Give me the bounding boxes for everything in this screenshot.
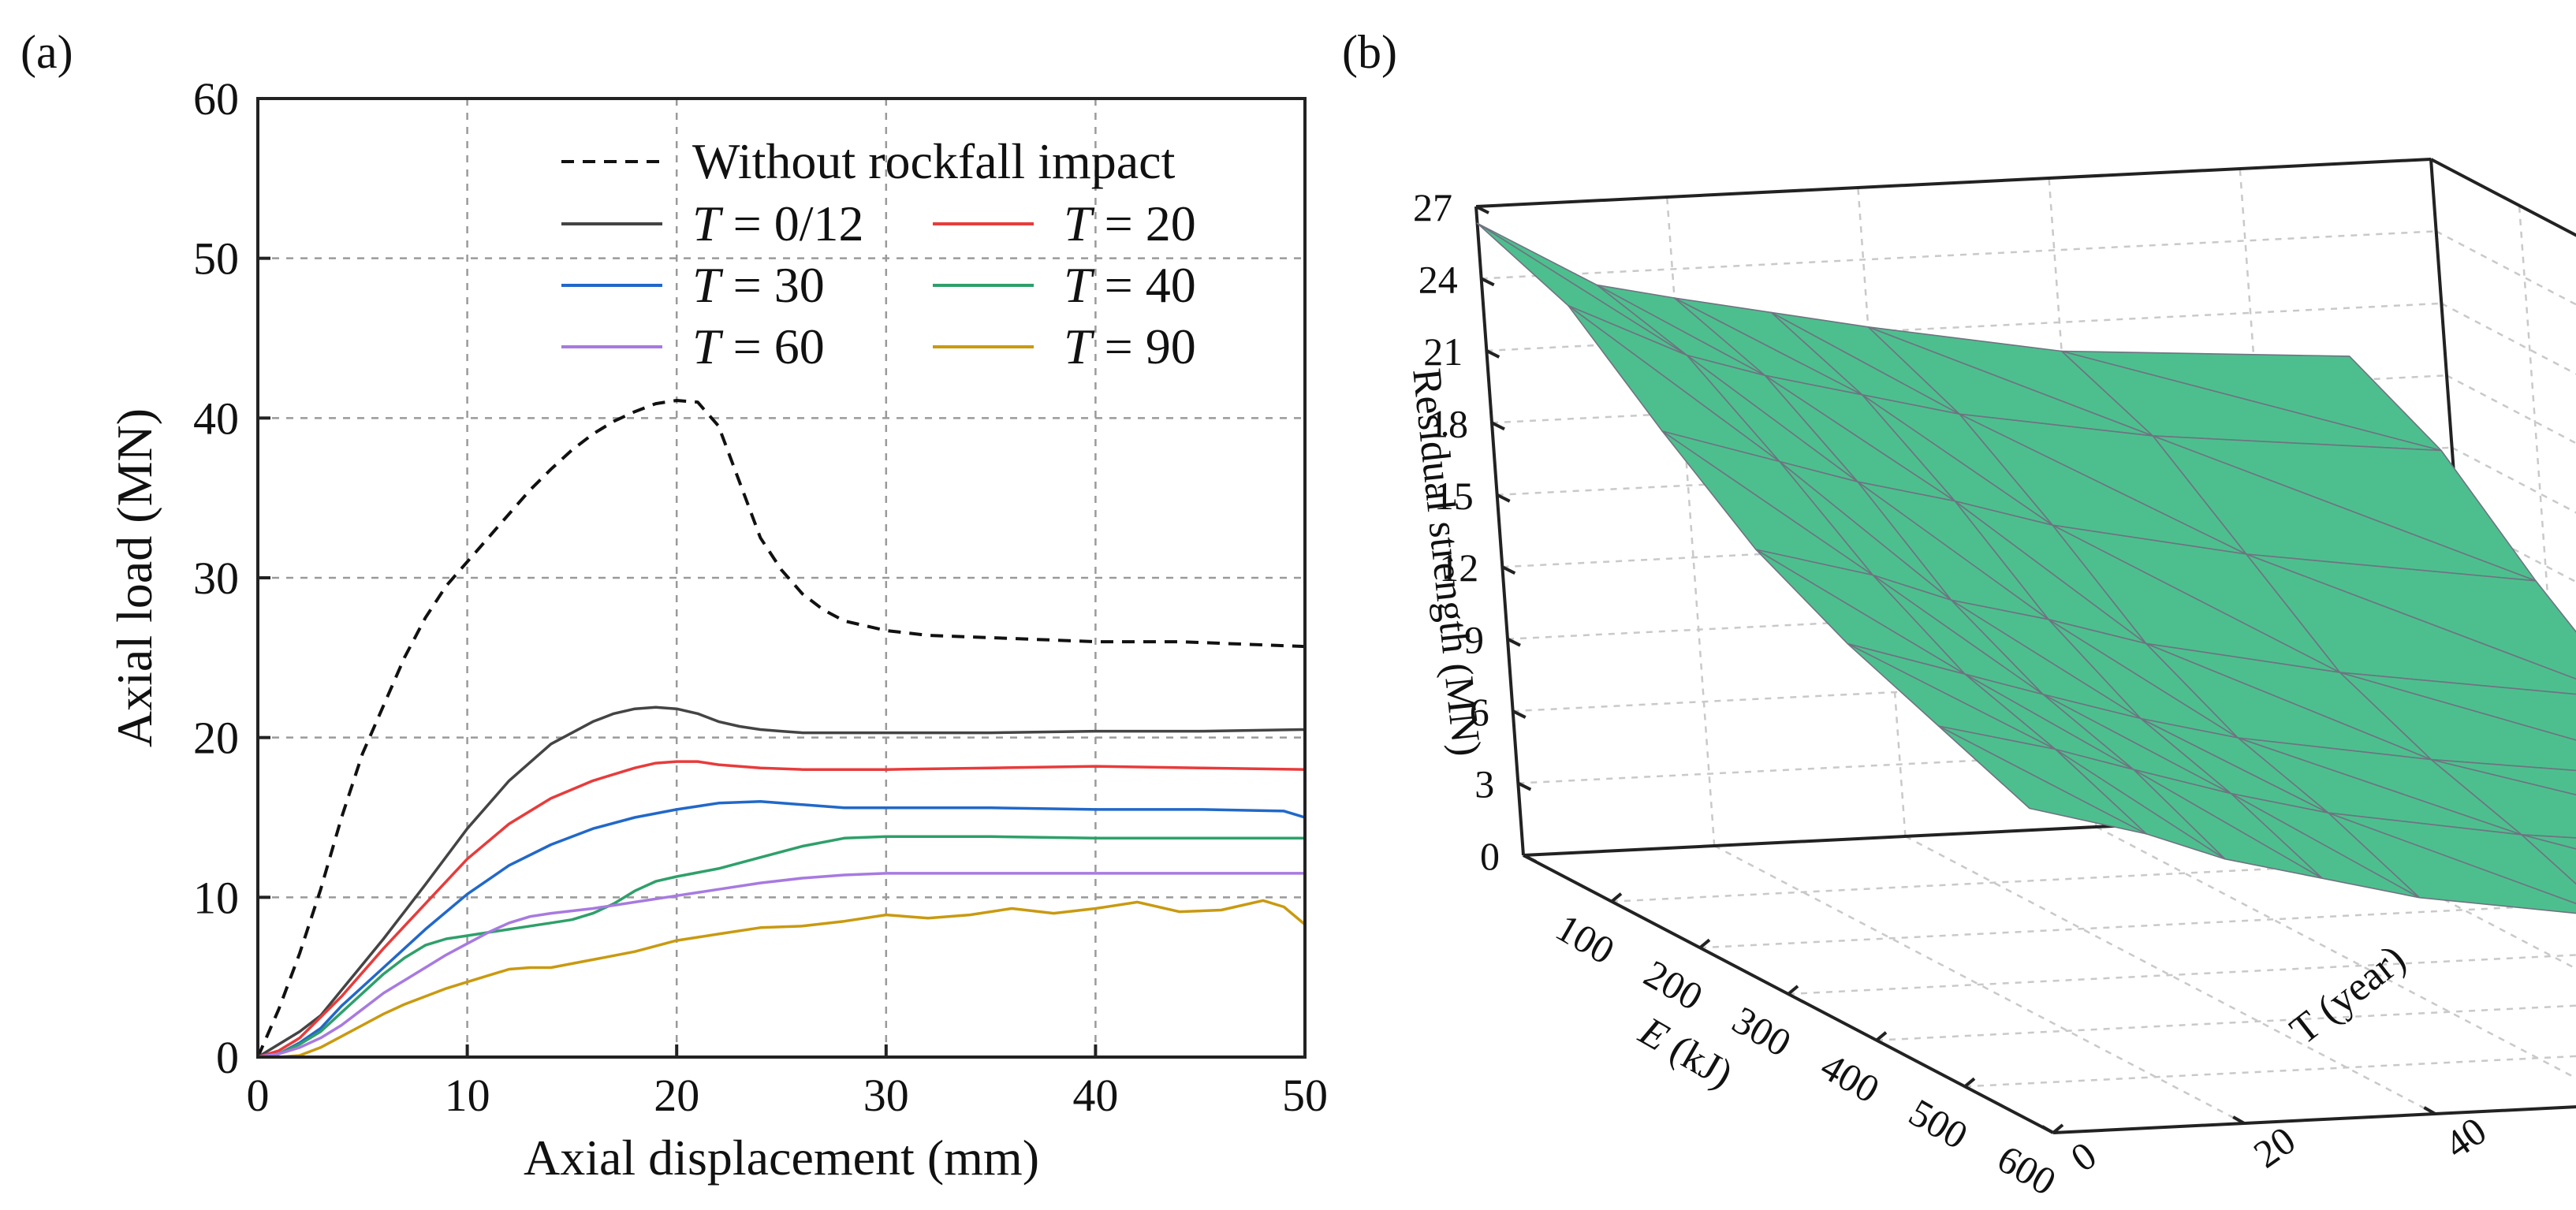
- panel-a-y-tick-label: 50: [193, 233, 239, 285]
- panel-a-x-tick-label: 30: [863, 1070, 909, 1121]
- legend-label-t60: T = 60: [692, 318, 825, 374]
- panel-b-z-tick-label: 9: [1464, 618, 1484, 662]
- panel-a-x-tick-label: 50: [1282, 1070, 1328, 1121]
- panel-b-t-tick: [2423, 1106, 2436, 1115]
- panel-b-z-tick-label: 21: [1423, 329, 1463, 374]
- panel-b-x-tick: [1610, 892, 1623, 903]
- series-line-t90: [258, 899, 1307, 1059]
- panel-b-box-edge: [1474, 206, 1525, 856]
- panel-a-label: (a): [21, 26, 73, 78]
- panel-b-grid-line: [1964, 1055, 2576, 1088]
- panel-b-z-tick: [1507, 637, 1521, 647]
- panel-b-t-axis-line: [2052, 1105, 2576, 1134]
- legend-label-norock: Without rockfall impact: [692, 133, 1176, 189]
- panel-a-y-tick-label: 0: [216, 1032, 239, 1083]
- panel-b-x-tick: [2052, 1123, 2064, 1134]
- legend-label-t20: T = 20: [1064, 195, 1196, 251]
- panel-b-t-tick: [2232, 1115, 2246, 1125]
- series-line-t20: [257, 760, 1306, 1059]
- panel-b-z-tick-label: 0: [1480, 834, 1500, 878]
- series-line-t40: [257, 835, 1305, 1059]
- panel-b-z-tick-label: 3: [1474, 762, 1494, 806]
- legend-label-t0: T = 0/12: [692, 195, 863, 251]
- panel-b-z-tick: [1491, 421, 1505, 431]
- panel-b-box-edge: [2430, 158, 2576, 237]
- panel-b-z-tick: [1486, 349, 1500, 359]
- panel-b-t-tick-label: 20: [2246, 1118, 2303, 1177]
- panel-b-x-tick: [1875, 1031, 1888, 1042]
- panel-b-z-tick-label: 12: [1439, 545, 1478, 590]
- panel-b-z-tick: [1517, 781, 1532, 791]
- panel-b-grid-line: [1788, 954, 2576, 996]
- series-line-t60: [257, 872, 1305, 1059]
- panel-b-x-tick: [1698, 938, 1711, 949]
- panel-b-z-tick: [1501, 565, 1516, 575]
- panel-a-x-tick-label: 0: [247, 1070, 270, 1121]
- panel-b-x-tick-label: 500: [1902, 1090, 1975, 1158]
- panel-b-box-edge: [1475, 158, 2432, 208]
- surface-facet: [1476, 222, 1688, 356]
- panel-b-z-tick: [1496, 493, 1511, 503]
- panel-b-z-tick: [1512, 709, 1527, 719]
- panel-b-surface: [1476, 222, 2576, 914]
- panel-b-z-tick-label: 27: [1413, 185, 1452, 229]
- panel-b-x-tick-label: 100: [1549, 905, 1622, 973]
- panel-b-x-tick-label: 600: [1990, 1136, 2063, 1204]
- panel-b-z-tick-label: 15: [1434, 474, 1474, 518]
- panel-a-x-tick-label: 40: [1072, 1070, 1118, 1121]
- panel-b-x-tick: [1787, 985, 1799, 996]
- panel-a-legend: Without rockfall impact T = 0/12 T = 20 T =…: [561, 133, 1196, 374]
- legend-label-t30: T = 30: [692, 257, 825, 313]
- panel-b-x-tick-label: 400: [1814, 1044, 1887, 1111]
- panel-a-grid: [258, 99, 1305, 1057]
- panel-a-y-tick-label: 10: [193, 872, 239, 923]
- panel-a-x-tick-label: 10: [445, 1070, 490, 1121]
- panel-b-z-tick: [1480, 277, 1495, 287]
- panel-b-t-tick: [2041, 1125, 2054, 1134]
- panel-a-y-tick-label: 30: [193, 553, 239, 604]
- panel-a-x-axis-label: Axial displacement (mm): [524, 1130, 1039, 1186]
- panel-b-z-tick-label: 6: [1470, 690, 1489, 734]
- panel-b-z-tick-label: 24: [1418, 257, 1458, 301]
- panel-b-grid-line: [1486, 302, 2442, 352]
- series-line-norock: [256, 399, 1306, 1058]
- panel-b-x-tick-label: 200: [1637, 951, 1710, 1019]
- panel-b-grid-line: [1481, 230, 2436, 280]
- panel-b-z-tick: [1475, 205, 1489, 214]
- panel-a-y-tick-label: 60: [193, 73, 239, 125]
- panel-a-ticks: 0 10 20 30 40 50 0 10 20 30 40 50 60: [193, 73, 1328, 1121]
- panel-b-z-tick-label: 18: [1429, 401, 1468, 445]
- panel-b-t-tick-label: 0: [2063, 1133, 2104, 1180]
- panel-b-y-axis-label: T (year): [2282, 936, 2414, 1053]
- panel-b-x-axis-label: E (kJ): [1631, 1008, 1740, 1097]
- surface-facet: [1937, 725, 2147, 835]
- panel-b-grid-line: [1665, 196, 1716, 847]
- panel-b-z-tick: [1523, 854, 1537, 863]
- panel-a-series: [256, 399, 1307, 1059]
- panel-a-y-tick-label: 40: [193, 393, 239, 444]
- panel-b-grid-line: [1699, 903, 2576, 949]
- series-line-t30: [257, 799, 1306, 1059]
- series-line-t0: [257, 706, 1306, 1059]
- panel-b-label: (b): [1342, 26, 1397, 78]
- panel-b-grid-line: [2436, 230, 2576, 306]
- legend-label-t90: T = 90: [1064, 318, 1196, 374]
- panel-a-y-tick-label: 20: [193, 713, 239, 764]
- panel-a-x-tick-label: 20: [654, 1070, 699, 1121]
- line-chart-panel-a: (a) 0 10 20 30 40 50 0 10 20 30 40 50 60 Axial displ…: [21, 26, 1328, 1186]
- legend-label-t40: T = 40: [1064, 257, 1196, 313]
- panel-a-y-axis-label: Axial load (MN): [106, 408, 162, 747]
- panel-b-x-tick: [1963, 1077, 1976, 1088]
- panel-b-t-tick-label: 40: [2436, 1108, 2494, 1167]
- panel-b-x-tick-label: 300: [1725, 997, 1799, 1065]
- panel-b-grid-line: [1876, 1004, 2576, 1041]
